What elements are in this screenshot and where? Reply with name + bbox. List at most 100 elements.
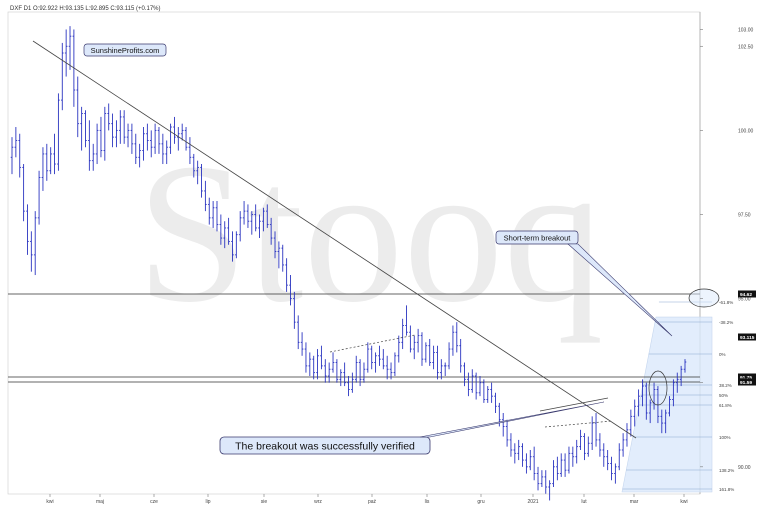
- candle: [60, 42, 64, 111]
- candle: [227, 217, 230, 245]
- candle: [486, 386, 490, 403]
- x-tick-label: cze: [150, 499, 158, 505]
- candle: [528, 449, 532, 471]
- candle: [366, 342, 370, 373]
- candle: [281, 244, 285, 272]
- candle: [614, 463, 617, 484]
- y-tick-label: 90.00: [738, 465, 751, 471]
- x-tick-label: kwi: [46, 499, 53, 505]
- price-label: 94.62: [740, 292, 752, 298]
- candle: [409, 325, 412, 353]
- candle: [320, 345, 323, 370]
- candle: [617, 443, 621, 471]
- candle: [76, 76, 80, 138]
- x-tick-label: paź: [368, 499, 377, 505]
- x-tick-label: lis: [425, 499, 430, 505]
- candle: [316, 349, 319, 380]
- candle: [440, 359, 443, 380]
- candle: [351, 372, 354, 393]
- fib-level-label: 38.2%: [719, 383, 732, 388]
- candle: [207, 197, 211, 225]
- candle: [165, 140, 169, 165]
- candle: [374, 352, 377, 373]
- price-label: 93.115: [740, 335, 755, 341]
- candle: [122, 110, 126, 144]
- candle: [49, 147, 52, 175]
- candle: [548, 480, 551, 501]
- candle: [385, 355, 389, 380]
- candles: [10, 26, 687, 501]
- candle: [118, 110, 122, 144]
- candle: [656, 386, 660, 424]
- candle: [675, 372, 679, 393]
- candle: [463, 362, 466, 387]
- brand-label-box: [83, 43, 167, 57]
- candle: [180, 123, 184, 141]
- candle: [556, 456, 559, 481]
- support-trendline: [539, 397, 609, 412]
- candle: [358, 359, 362, 387]
- candle: [293, 291, 296, 329]
- short-term-breakout-pointer: [567, 243, 673, 337]
- candle: [536, 466, 540, 491]
- candle: [660, 409, 664, 434]
- candle: [146, 123, 149, 151]
- candle: [343, 362, 346, 387]
- candle: [428, 338, 432, 366]
- candle: [567, 446, 571, 474]
- candle: [637, 389, 640, 417]
- fib-level-label: 61.8%: [719, 403, 732, 408]
- candle: [269, 217, 273, 245]
- candle: [416, 328, 420, 353]
- candle: [378, 345, 381, 366]
- candle: [540, 470, 544, 487]
- candle: [265, 204, 269, 228]
- candle: [521, 443, 524, 467]
- candle: [219, 214, 223, 245]
- candle: [505, 419, 509, 447]
- candle: [509, 433, 513, 457]
- fibonacci-extension: -61.8% -38.2% 0% 38.2% 50% 61.8% 100% 138.2% 161…: [621, 300, 734, 493]
- candle: [544, 470, 548, 494]
- candle: [393, 352, 397, 376]
- candle: [111, 113, 114, 148]
- candle: [583, 433, 586, 461]
- candle: [196, 160, 199, 185]
- candle: [645, 382, 648, 420]
- candle: [138, 143, 141, 168]
- y-tick-label: 102.50: [738, 44, 754, 50]
- candle: [347, 375, 350, 397]
- candle: [68, 26, 72, 70]
- x-tick-label: lut: [581, 499, 587, 505]
- candle: [84, 110, 87, 148]
- candle: [629, 409, 633, 437]
- candle: [594, 412, 598, 447]
- candle: [64, 29, 68, 77]
- candle: [455, 322, 459, 353]
- candle: [149, 130, 153, 158]
- fib-level-label: 100%: [719, 435, 731, 440]
- candle: [382, 349, 385, 370]
- x-tick-label: sie: [261, 499, 268, 505]
- candle: [33, 211, 37, 276]
- candle: [571, 446, 575, 467]
- fib-level-label: 138.2%: [719, 468, 734, 473]
- candle: [513, 443, 517, 464]
- breakout-verified-box: [219, 436, 431, 455]
- candle: [254, 204, 257, 232]
- candle: [575, 439, 579, 464]
- target-ellipse: [688, 288, 720, 308]
- candle: [300, 332, 304, 356]
- price-label-box: [738, 373, 756, 381]
- annotations: SunshineProfits.com Short-term breakout Th…: [83, 43, 720, 455]
- candle: [258, 214, 261, 239]
- candle: [525, 453, 528, 474]
- candle: [235, 231, 238, 259]
- candle: [331, 352, 335, 373]
- candle: [115, 120, 118, 148]
- candle: [26, 204, 29, 255]
- fib-level-label: 0%: [719, 352, 726, 357]
- candle: [610, 456, 613, 481]
- candle: [587, 436, 590, 457]
- candle: [134, 133, 138, 165]
